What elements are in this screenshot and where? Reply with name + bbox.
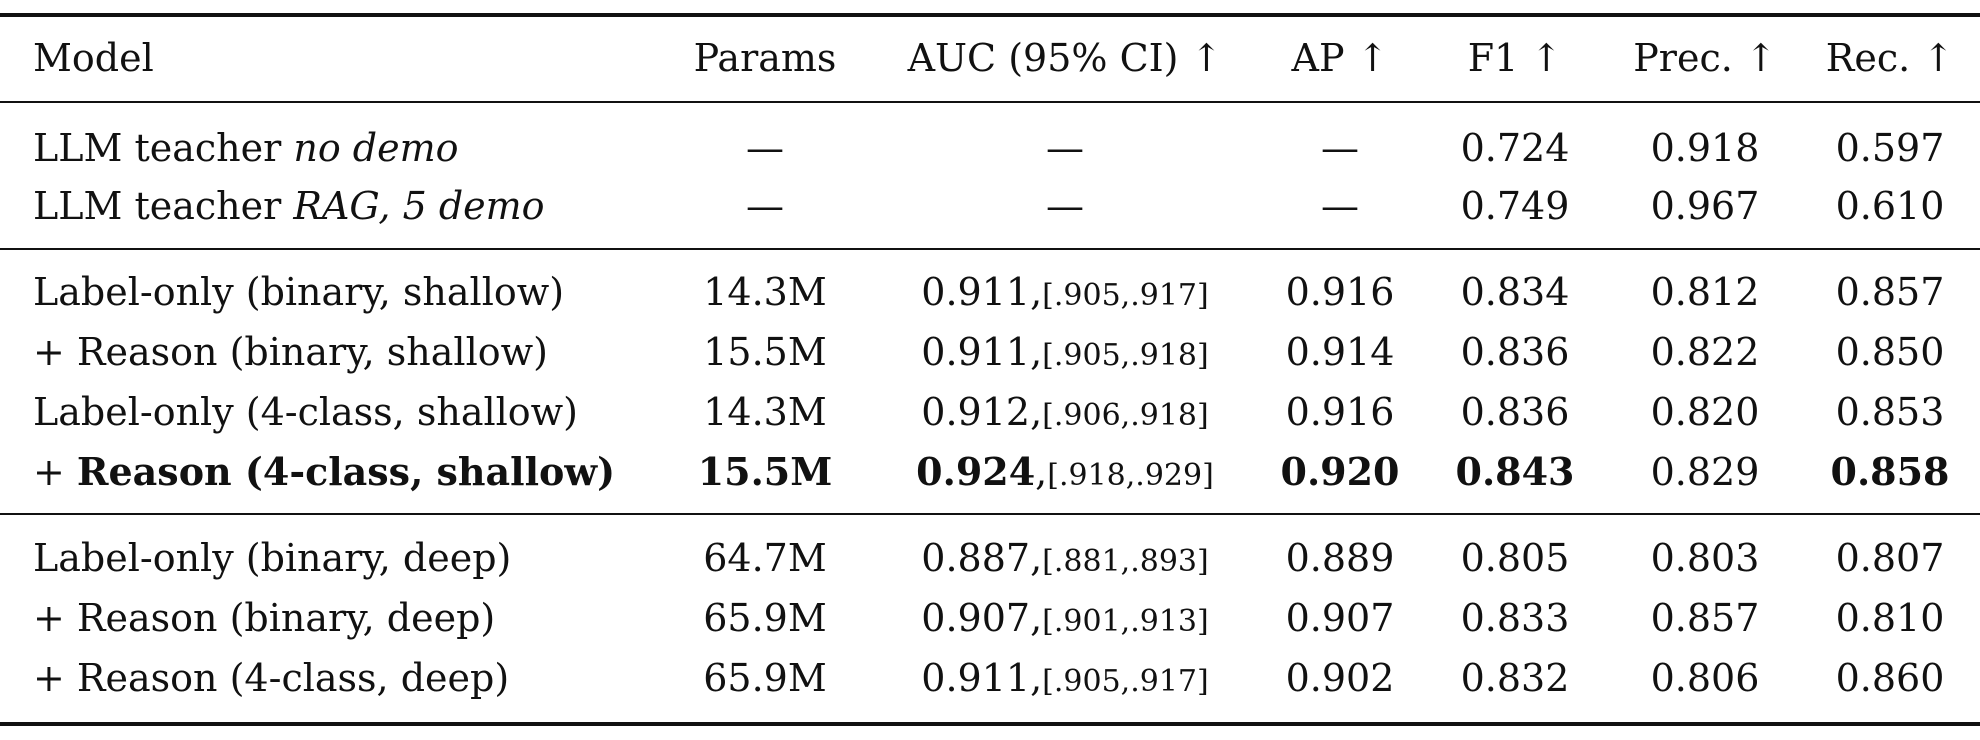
rec-cell: 0.853 [1835,390,1945,434]
rec-cell: 0.857 [1835,270,1945,314]
params-cell: 15.5M [697,449,833,494]
prec-cell: 0.918 [1650,126,1760,170]
f1-cell: 0.834 [1460,270,1570,314]
prec-cell: 0.829 [1650,450,1760,494]
auc-cell: — [1046,184,1084,228]
model-name: Label-only (4-class, shallow) [33,390,579,434]
auc-value: 0.907 [921,596,1031,640]
top-rule [0,13,1980,17]
col-header-f1: F1 ↑ [1467,36,1563,80]
prec-cell: 0.820 [1650,390,1760,434]
auc-ci: [.905,.917] [1042,664,1209,699]
prec-cell: 0.812 [1650,270,1760,314]
auc-cell: 0.911,[.905,.918] [921,330,1209,374]
auc-cell: 0.911,[.905,.917] [921,656,1209,700]
model-name: + Reason (binary, shallow) [33,330,548,374]
model-name: + Reason (4-class, deep) [33,656,510,700]
auc-ci: [.905,.917] [1042,278,1209,313]
auc-ci: [.918,.929] [1047,458,1214,493]
auc-ci: [.906,.918] [1042,398,1209,433]
col-header-rec: Rec. ↑ [1825,36,1955,80]
group-rule-1 [0,248,1980,250]
model-name-bold: Reason (4-class, shallow) [76,449,616,494]
params-cell: 65.9M [703,596,827,640]
rec-cell: 0.597 [1835,126,1945,170]
ap-cell: 0.916 [1285,390,1395,434]
ap-cell: 0.889 [1285,536,1395,580]
rec-cell: 0.850 [1835,330,1945,374]
params-cell: 15.5M [703,330,827,374]
group-rule-2 [0,513,1980,515]
params-cell: 14.3M [703,390,827,434]
rec-cell: 0.858 [1830,449,1950,494]
auc-value: 0.911 [921,330,1031,374]
f1-cell: 0.749 [1460,184,1570,228]
col-header-ap: AP ↑ [1291,36,1389,80]
prec-cell: 0.857 [1650,596,1760,640]
rec-cell: 0.610 [1835,184,1945,228]
prec-cell: 0.822 [1650,330,1760,374]
model-name-text: LLM teacher [33,126,294,170]
params-cell: — [746,126,784,170]
params-cell: 14.3M [703,270,827,314]
header-rule [0,101,1980,103]
prec-cell: 0.806 [1650,656,1760,700]
rec-cell: 0.807 [1835,536,1945,580]
col-header-params: Params [693,36,837,80]
f1-cell: 0.832 [1460,656,1570,700]
f1-cell: 0.843 [1455,449,1575,494]
ap-cell: 0.920 [1280,449,1400,494]
auc-value: 0.887 [921,536,1031,580]
auc-ci: [.905,.918] [1042,338,1209,373]
model-name-italic: no demo [293,126,459,170]
auc-cell: 0.912,[.906,.918] [921,390,1209,434]
ap-cell: 0.902 [1285,656,1395,700]
params-cell: 64.7M [703,536,827,580]
prec-cell: 0.967 [1650,184,1760,228]
f1-cell: 0.836 [1460,330,1570,374]
model-name: Label-only (binary, shallow) [33,270,565,314]
auc-value: 0.911 [921,270,1031,314]
rec-cell: 0.860 [1835,656,1945,700]
model-name-prefix: + [33,450,77,494]
params-cell: — [746,184,784,228]
model-name-italic: RAG, 5 demo [293,184,545,228]
col-header-auc: AUC (95% CI) ↑ [907,36,1223,80]
f1-cell: 0.805 [1460,536,1570,580]
auc-cell: 0.907,[.901,.913] [921,596,1209,640]
ap-cell: 0.916 [1285,270,1395,314]
col-header-prec: Prec. ↑ [1633,36,1777,80]
auc-cell: 0.887,[.881,.893] [921,536,1209,580]
ap-cell: 0.907 [1285,596,1395,640]
auc-value: 0.924 [916,449,1036,494]
auc-value: 0.912 [921,390,1031,434]
model-name: LLM teacher RAG, 5 demo [33,184,545,228]
ap-cell: 0.914 [1285,330,1395,374]
auc-cell: 0.911,[.905,.917] [921,270,1209,314]
f1-cell: 0.724 [1460,126,1570,170]
rec-cell: 0.810 [1835,596,1945,640]
col-header-model: Model [33,36,154,80]
model-name: Label-only (binary, deep) [33,536,512,580]
model-name: + Reason (4-class, shallow) [33,449,616,495]
auc-cell: — [1046,126,1084,170]
auc-value: 0.911 [921,656,1031,700]
ap-cell: — [1321,126,1359,170]
model-name: + Reason (binary, deep) [33,596,496,640]
auc-ci: [.901,.913] [1042,604,1209,639]
f1-cell: 0.836 [1460,390,1570,434]
f1-cell: 0.833 [1460,596,1570,640]
prec-cell: 0.803 [1650,536,1760,580]
auc-cell: 0.924,[.918,.929] [916,449,1214,495]
auc-ci: [.881,.893] [1042,544,1209,579]
model-name-text: LLM teacher [33,184,294,228]
params-cell: 65.9M [703,656,827,700]
bottom-rule [0,722,1980,726]
model-name: LLM teacher no demo [33,126,459,170]
ap-cell: — [1321,184,1359,228]
